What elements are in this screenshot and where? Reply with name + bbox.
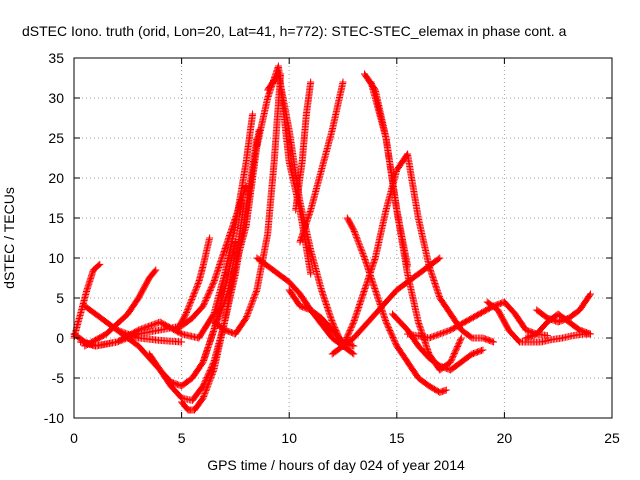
- y-tick-label: 20: [48, 170, 64, 186]
- x-axis: 0 5 10 15 20 25: [70, 58, 620, 446]
- x-tick-label: 5: [178, 430, 186, 446]
- series-15: [292, 78, 315, 214]
- series-points: [483, 298, 594, 346]
- y-tick-label: -10: [44, 410, 64, 426]
- series-11: [210, 70, 285, 338]
- x-tick-label: 10: [281, 430, 297, 446]
- y-tick-label: 10: [48, 250, 64, 266]
- series-27: [483, 298, 594, 346]
- series-points: [173, 234, 214, 334]
- chart-title: dSTEC Iono. truth (orid, Lon=20, Lat=41,…: [22, 23, 567, 39]
- x-tick-label: 25: [604, 430, 620, 446]
- series-29: [522, 310, 594, 342]
- x-tick-label: 15: [389, 430, 405, 446]
- series-points: [292, 78, 315, 214]
- series-23: [404, 150, 498, 346]
- series-points: [296, 78, 347, 246]
- y-tick-label: 25: [48, 130, 64, 146]
- series-points: [522, 310, 594, 342]
- y-axis: -10 -5 0 5 10 15 20 25 30 35: [44, 50, 612, 426]
- x-tick-label: 20: [497, 430, 513, 446]
- y-tick-label: 35: [48, 50, 64, 66]
- y-tick-label: 30: [48, 90, 64, 106]
- series-points: [404, 150, 498, 346]
- series-10: [199, 126, 263, 366]
- y-tick-label: -5: [52, 370, 65, 386]
- plot-frame: [73, 57, 613, 419]
- series-16: [296, 78, 347, 246]
- y-tick-label: 15: [48, 210, 64, 226]
- x-tick-label: 0: [70, 430, 78, 446]
- y-tick-label: 0: [56, 330, 64, 346]
- y-axis-label: dSTEC / TECUs: [1, 187, 17, 289]
- y-tick-label: 5: [56, 290, 64, 306]
- series-points: [199, 126, 263, 366]
- x-axis-label: GPS time / hours of day 024 of year 2014: [207, 457, 465, 473]
- series-points: [393, 342, 450, 396]
- series-points: [210, 70, 285, 338]
- series-25: [393, 342, 450, 396]
- series-9: [173, 234, 214, 334]
- series-layer: [70, 62, 594, 414]
